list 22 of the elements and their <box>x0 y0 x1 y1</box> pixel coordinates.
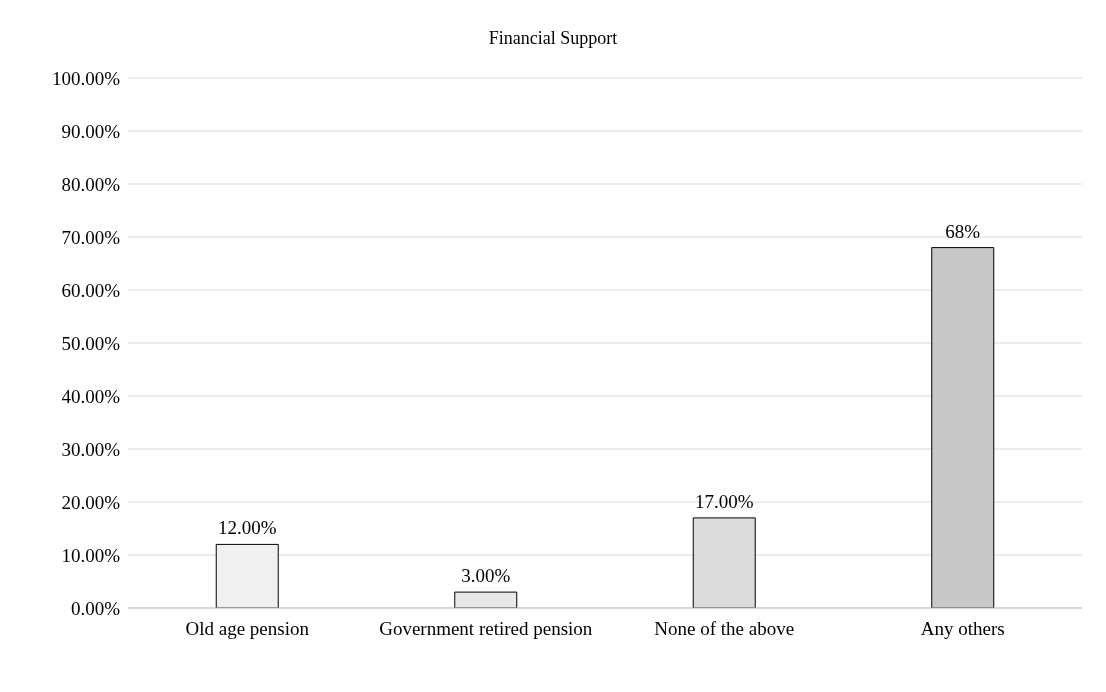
y-tick-label: 90.00% <box>61 120 121 142</box>
y-tick-label: 30.00% <box>61 438 121 460</box>
y-tick-label: 20.00% <box>61 491 121 513</box>
data-label: 68% <box>945 220 981 242</box>
x-tick-label: Old age pension <box>185 618 310 640</box>
bar <box>454 591 518 608</box>
y-tick-label: 40.00% <box>61 385 121 407</box>
data-label: 12.00% <box>217 517 277 539</box>
y-tick-label: 50.00% <box>61 332 121 354</box>
data-label: 3.00% <box>461 565 511 587</box>
y-tick-label: 10.00% <box>61 544 121 566</box>
chart-title: Financial Support <box>487 27 619 50</box>
y-tick-label: 60.00% <box>61 279 121 301</box>
data-label: 17.00% <box>694 490 754 512</box>
x-tick-label: None of the above <box>654 618 795 640</box>
bar <box>215 543 279 608</box>
y-tick-label: 0.00% <box>70 597 121 619</box>
y-tick-label: 70.00% <box>61 226 121 248</box>
x-tick-label: Any others <box>920 618 1005 640</box>
y-tick-label: 80.00% <box>61 173 121 195</box>
x-tick-label: Government retired pension <box>379 618 593 640</box>
y-tick-label: 100.00% <box>51 67 121 89</box>
